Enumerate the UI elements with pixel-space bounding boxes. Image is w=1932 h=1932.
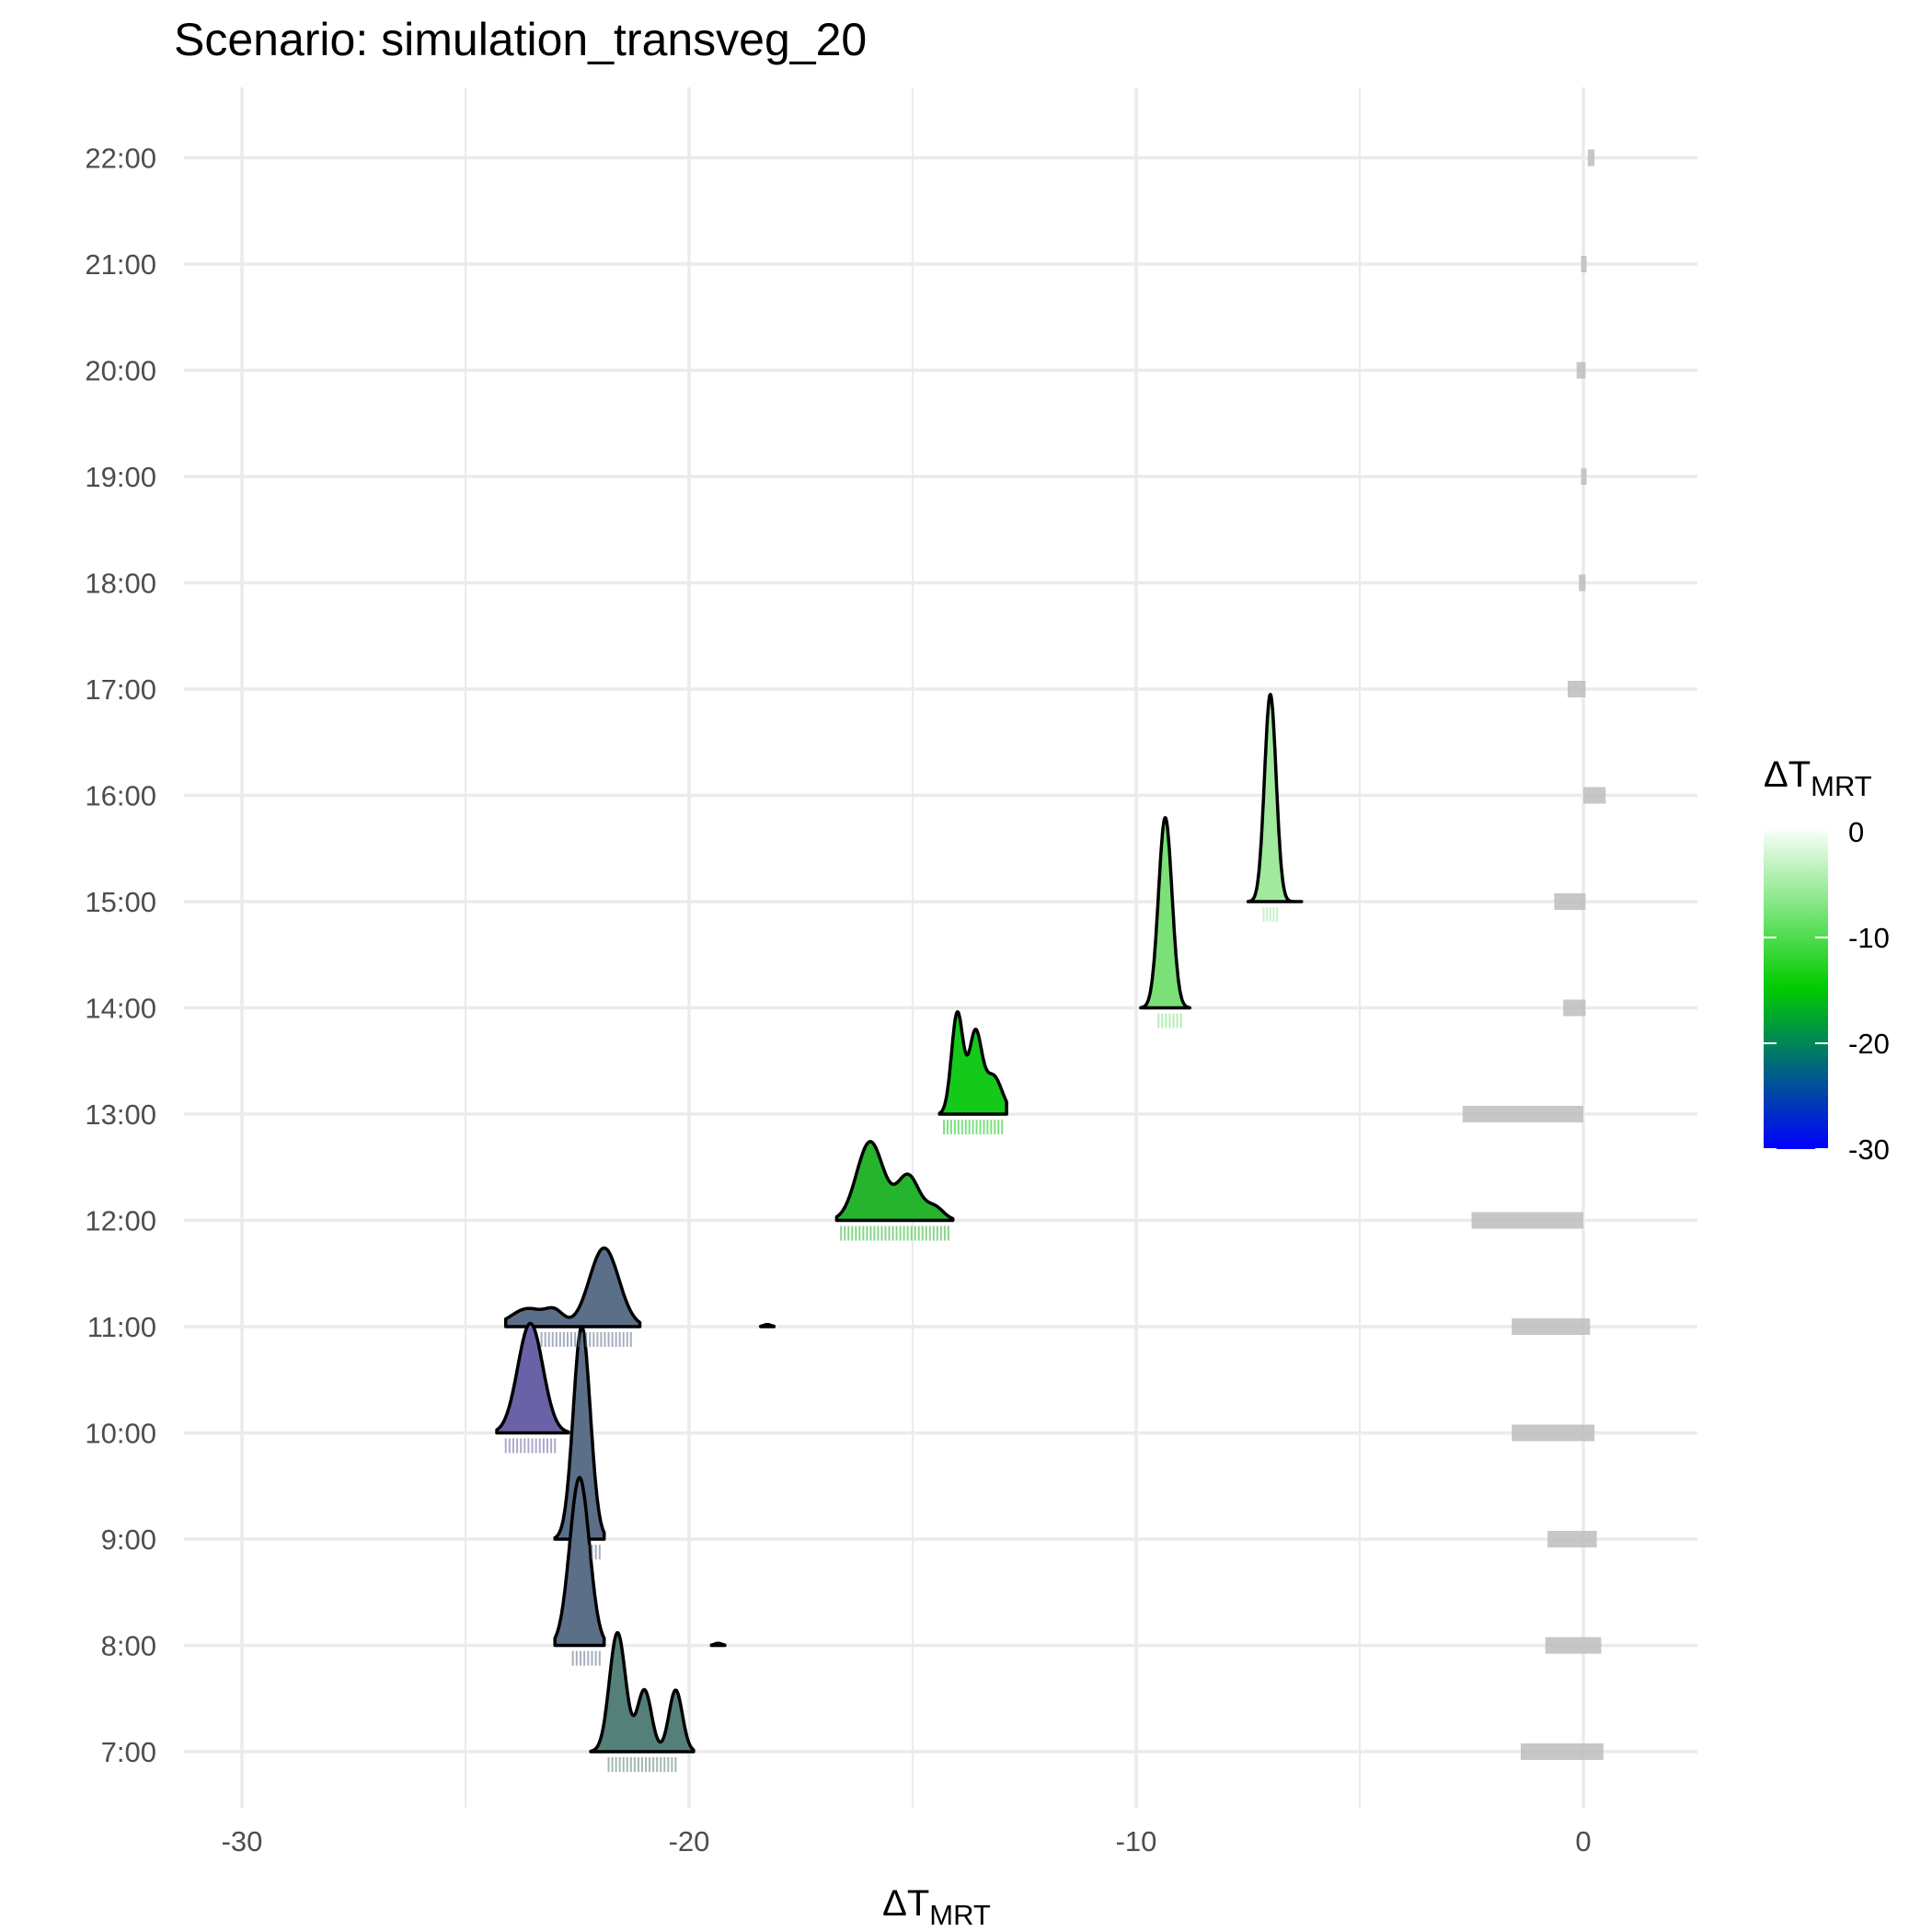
y-tick-label: 16:00 — [85, 780, 156, 812]
x-tick-label: -30 — [222, 1825, 263, 1857]
x-tick-label: -10 — [1116, 1825, 1157, 1857]
rug-band-18-00 — [1579, 574, 1586, 592]
density-ridge-15-00 — [1246, 693, 1304, 903]
y-tick-label: 20:00 — [85, 355, 156, 387]
y-tick-label: 19:00 — [85, 461, 156, 493]
rug-band-20-00 — [1576, 362, 1586, 379]
x-axis-title-subscript: MRT — [929, 1899, 991, 1931]
legend-title: ΔTMRT — [1764, 754, 1872, 802]
density-ridge-10-00 — [495, 1321, 570, 1435]
rug-band-19-00 — [1581, 468, 1587, 485]
density-ridge-7-00 — [589, 1630, 696, 1754]
density-ridges — [495, 693, 1304, 1754]
density-ridge-12-00 — [834, 1140, 955, 1223]
rug-band-17-00 — [1567, 681, 1586, 697]
rug-band-14-00 — [1563, 999, 1586, 1017]
x-tick-label: 0 — [1575, 1825, 1591, 1857]
rug-band-11-00 — [1512, 1318, 1591, 1335]
colorbar-legend: ΔTMRT 0 -10 -20 -30 — [1764, 754, 1890, 1166]
y-tick-label: 7:00 — [101, 1736, 156, 1768]
legend-title-main: ΔT — [1764, 754, 1811, 795]
density-ridge-11-00 — [503, 1246, 642, 1328]
density-ridge-11-00 — [759, 1322, 776, 1328]
legend-title-subscript: MRT — [1811, 770, 1872, 802]
y-tick-label: 14:00 — [85, 993, 156, 1025]
colorbar-tick-label: -10 — [1848, 922, 1890, 954]
rug-band-9-00 — [1547, 1531, 1597, 1547]
density-ridge-14-00 — [1139, 816, 1192, 1010]
y-tick-label: 15:00 — [85, 886, 156, 918]
y-tick-label: 22:00 — [85, 143, 156, 175]
x-axis-title-main: ΔT — [882, 1883, 929, 1924]
y-tick-label: 10:00 — [85, 1418, 156, 1450]
rug-band-12-00 — [1471, 1212, 1583, 1229]
colorbar-ticks: 0 -10 -20 -30 — [1764, 816, 1890, 1166]
rug-band-16-00 — [1583, 787, 1606, 804]
colorbar-tick-label: -30 — [1848, 1133, 1890, 1166]
rug-band-15-00 — [1554, 893, 1586, 910]
colorbar-tick-label: 0 — [1848, 816, 1864, 848]
grid-lines — [184, 87, 1697, 1808]
rug-band-13-00 — [1462, 1106, 1583, 1122]
rug-band-10-00 — [1512, 1424, 1595, 1442]
y-tick-label: 13:00 — [85, 1098, 156, 1131]
rug-band-21-00 — [1581, 256, 1587, 272]
x-axis-title: ΔTMRT — [882, 1883, 991, 1931]
x-tick-label: -20 — [669, 1825, 710, 1857]
colorbar — [1764, 826, 1828, 1149]
rug-band-7-00 — [1520, 1743, 1604, 1760]
y-tick-label: 17:00 — [85, 673, 156, 706]
y-tick-label: 12:00 — [85, 1205, 156, 1237]
y-tick-label: 21:00 — [85, 248, 156, 281]
rug-band-22-00 — [1587, 149, 1595, 167]
x-axis-tick-labels: -30 -20 -10 0 — [222, 1825, 1592, 1857]
y-tick-label: 11:00 — [87, 1311, 156, 1343]
colorbar-tick-label: -20 — [1848, 1028, 1890, 1060]
chart-title: Scenario: simulation_transveg_20 — [174, 14, 867, 65]
density-ridge-8-00 — [709, 1641, 727, 1648]
density-ridge-13-00 — [937, 1010, 1008, 1116]
y-tick-label: 18:00 — [85, 568, 156, 600]
y-tick-label: 9:00 — [101, 1524, 156, 1556]
rug-band-8-00 — [1545, 1637, 1602, 1654]
y-tick-label: 8:00 — [101, 1630, 156, 1662]
y-axis-tick-labels: 7:00 8:00 9:00 10:00 11:00 12:00 13:00 14:00 15:… — [85, 143, 156, 1769]
density-ridge-8-00 — [553, 1476, 606, 1648]
rug-marks — [504, 149, 1606, 1772]
